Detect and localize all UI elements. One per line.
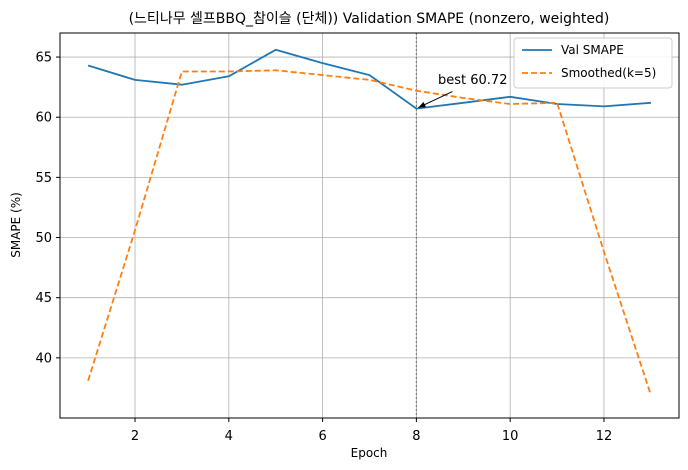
data-point-smoothed [368,78,372,82]
data-point-val-smape [602,104,606,108]
y-axis: 40 45 50 55 60 65 [35,51,60,366]
data-point-smoothed [133,228,137,232]
data-point-smoothed [508,102,512,106]
y-tick-label: 40 [35,351,52,366]
data-point-val-smape [414,107,418,111]
legend-label-smoothed: Smoothed(k=5) [561,66,656,80]
y-axis-label: SMAPE (%) [9,192,23,258]
y-tick-label: 55 [35,171,52,186]
data-point-smoothed [555,101,559,105]
x-tick-label: 2 [131,429,139,444]
data-point-val-smape [649,101,653,105]
plot-area [59,32,680,419]
x-tick-label: 6 [318,429,326,444]
x-axis-label: Epoch [351,446,388,460]
data-point-val-smape [368,73,372,77]
data-point-val-smape [180,83,184,87]
data-point-smoothed [227,70,231,74]
legend-box [513,37,673,89]
data-point-smoothed [602,250,606,254]
data-point-smoothed [86,379,90,383]
data-point-val-smape [461,101,465,105]
data-point-val-smape [133,78,137,82]
x-tick-label: 12 [596,429,613,444]
legend: Val SMAPE Smoothed(k=5) [513,37,673,89]
data-point-val-smape [227,74,231,78]
annotation-arrowhead [418,101,427,108]
data-point-val-smape [321,61,325,65]
data-point-smoothed [649,393,653,397]
best-annotation: best 60.72 [418,73,507,109]
y-tick-label: 45 [35,291,52,306]
x-tick-label: 10 [502,429,519,444]
data-point-smoothed [461,96,465,100]
data-point-smoothed [180,70,184,74]
y-tick-label: 65 [35,51,52,66]
y-tick-label: 60 [35,111,52,126]
data-point-val-smape [274,48,278,52]
data-point-val-smape [508,95,512,99]
data-point-smoothed [321,73,325,77]
chart-title: (느티나무 셀프BBQ_참이슬 (단체)) Validation SMAPE (… [129,11,610,27]
x-tick-label: 8 [412,429,420,444]
x-axis: 2 4 6 8 10 12 [131,418,612,444]
y-tick-label: 50 [35,231,52,246]
data-point-val-smape [86,63,90,67]
best-annotation-text: best 60.72 [438,73,507,88]
grid [60,33,679,418]
series-layer [86,48,653,397]
series-line-smoothed [87,69,652,396]
data-point-smoothed [274,68,278,72]
data-point-smoothed [414,89,418,93]
x-tick-label: 4 [225,429,233,444]
legend-label-val-smape: Val SMAPE [561,43,624,57]
